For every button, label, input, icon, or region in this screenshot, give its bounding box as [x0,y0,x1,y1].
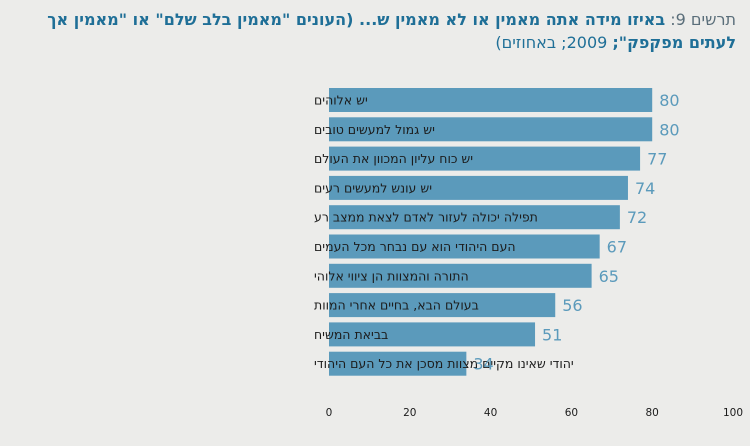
bar [329,351,467,376]
category-label: יש גמול למעשים טובים [314,122,435,137]
x-tick-label: 0 [326,407,333,419]
data-label: 34 [473,355,493,374]
bar [329,117,653,142]
bar [329,146,641,171]
category-label: בביאת המשיח [314,327,388,342]
data-label: 72 [627,208,647,227]
figure-label: תרשים 9: [670,10,736,29]
data-label: 65 [599,267,619,286]
bar [329,322,536,347]
x-tick-label: 20 [403,407,416,419]
data-label: 80 [659,120,679,139]
category-label: בעולם הבא, בחיים אחרי המוות [314,298,479,313]
category-label: תפילה יכולה לעזור לאדם לצאת ממצב רע [314,210,538,225]
data-label: 74 [635,179,655,198]
x-tick-label: 40 [484,407,497,419]
data-label: 80 [659,91,679,110]
x-tick-label: 100 [723,407,743,419]
data-label: 56 [562,296,582,315]
bar [329,234,600,259]
bar [329,263,592,288]
bar [329,88,653,112]
x-tick-label: 60 [565,407,578,419]
category-label: התורה והמצוות הן ציווי אלוהי [314,268,469,283]
data-label: 51 [542,325,562,344]
category-label: יהודי שאינו מקיים מצוות מסכן את כל העם ה… [314,356,574,371]
x-tick-label: 80 [646,407,659,419]
category-label: העם היהודי הוא עם נבחר מכל העמים [314,239,516,254]
chart-title-main: באיזו מידה אתה מאמין או לא מאמין ש... (ה… [47,10,736,52]
category-label: יש אלוהים [314,93,368,108]
chart-title-sub: 2009; באחוזים) [495,33,608,52]
bar [329,293,556,318]
data-label: 67 [607,238,627,257]
bar [329,175,628,200]
chart-title: תרשים 9: באיזו מידה אתה מאמין או לא מאמי… [8,8,736,54]
category-label: יש כוח עליון המכוון את העולם [314,151,473,166]
data-label: 77 [647,150,667,169]
category-label: יש עונש למעשים רעים [314,180,432,195]
bar [329,205,620,230]
